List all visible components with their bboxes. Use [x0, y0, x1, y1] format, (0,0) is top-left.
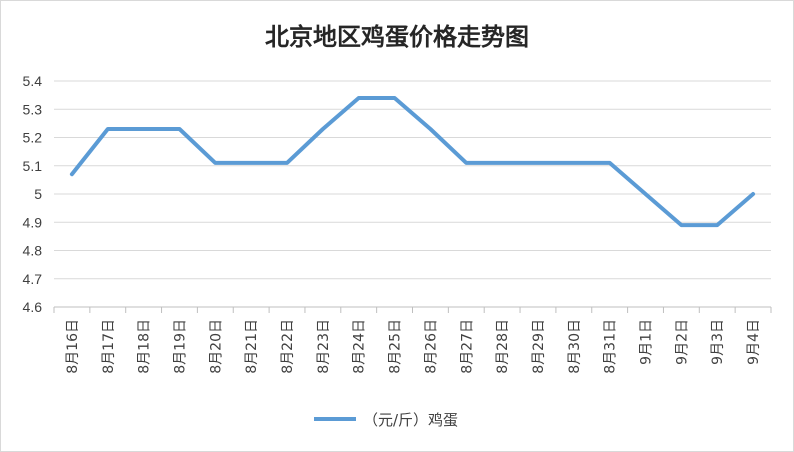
x-axis	[53, 306, 772, 313]
y-tick-label: 5	[34, 186, 42, 202]
x-tick-label: 8月31日	[603, 319, 619, 374]
y-tick-label: 4.8	[23, 243, 43, 259]
x-tick-label: 8月27日	[459, 319, 475, 374]
x-tick-label: 8月29日	[531, 319, 547, 374]
x-tick-label: 9月2日	[674, 319, 690, 365]
x-tick-label: 8月17日	[101, 319, 117, 374]
x-tick-label: 8月28日	[495, 319, 511, 374]
x-tick-label: 8月21日	[244, 319, 260, 374]
series-line	[69, 96, 756, 228]
x-tick-label: 8月23日	[316, 319, 332, 374]
x-tick-label: 8月20日	[208, 319, 224, 374]
x-tick-label: 8月24日	[352, 319, 368, 374]
x-tick-label: 8月30日	[567, 319, 583, 374]
y-tick-label: 5.4	[23, 73, 43, 89]
legend: （元/斤）鸡蛋	[314, 411, 458, 429]
y-tick-label: 5.2	[23, 130, 43, 146]
x-tick-label: 9月1日	[639, 319, 655, 365]
x-tick-label: 8月22日	[280, 319, 296, 374]
x-tick-label: 8月19日	[172, 319, 188, 374]
gridlines	[54, 80, 771, 280]
y-tick-label: 4.9	[23, 214, 43, 230]
legend-label: （元/斤）鸡蛋	[363, 411, 458, 429]
x-axis-ticks: 8月16日 8月17日 8月18日 8月19日 8月20日 8月21日 8月22日 8月23日…	[65, 319, 762, 374]
y-axis-ticks: 4.6 4.7 4.8 4.9 5 5.1 5.2 5.3 5.4	[23, 73, 43, 315]
x-tick-label: 8月16日	[65, 319, 81, 374]
y-tick-label: 5.3	[23, 101, 43, 117]
series-lines	[69, 96, 756, 228]
x-tick-label: 9月3日	[710, 319, 726, 365]
x-tick-label: 9月4日	[746, 319, 762, 365]
chart-title: 北京地区鸡蛋价格走势图	[265, 22, 529, 51]
x-tick-label: 8月25日	[388, 319, 404, 374]
y-tick-label: 5.1	[23, 158, 43, 174]
y-tick-label: 4.7	[23, 271, 43, 287]
y-tick-label: 4.6	[23, 299, 43, 315]
x-tick-label: 8月26日	[423, 319, 439, 374]
x-tick-label: 8月18日	[137, 319, 153, 374]
